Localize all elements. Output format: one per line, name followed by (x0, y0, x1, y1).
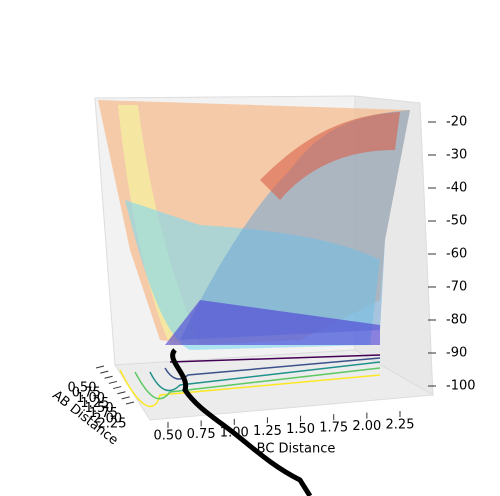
contours (119, 354, 381, 408)
z-tick-label: -60 (446, 247, 467, 262)
x-tick-label: 1.25 (80, 396, 109, 411)
x-tick-label: 1.50 (85, 401, 114, 416)
x-tick-label: 1.75 (89, 406, 118, 421)
y-tick-label: 1.00 (220, 425, 249, 440)
y-tick-label: 1.25 (253, 424, 282, 439)
z-tick-label: -100 (446, 379, 476, 394)
x-tick (100, 370, 109, 374)
y-tick-label: 2.00 (352, 419, 381, 434)
z-tick-label: -80 (446, 313, 467, 328)
x-tick (121, 396, 130, 400)
y-axis-label: BC Distance (257, 442, 336, 457)
surface-ridge (180, 110, 410, 340)
x-tick-label: 0.50 (68, 381, 97, 396)
z-tick-label: -90 (446, 346, 467, 361)
x-tick-label: 2.25 (98, 417, 127, 432)
trajectory (170, 348, 313, 496)
x-tick-label: 2.00 (93, 411, 122, 426)
y-tick-label: 0.50 (154, 429, 183, 444)
x-tick (117, 391, 126, 395)
z-tick-label: -30 (446, 148, 467, 163)
y-tick-label: 1.75 (319, 421, 348, 436)
surface-floor (165, 300, 380, 345)
z-tick-label: -70 (446, 280, 467, 295)
y-tick-label: 2.25 (386, 418, 415, 433)
x-tick-label: 0.75 (72, 386, 101, 401)
surface-ridge-top (260, 112, 400, 200)
z-tick-label: -40 (446, 181, 467, 196)
x-tick (104, 375, 113, 379)
x-tick (95, 365, 105, 369)
x-tick (108, 380, 117, 384)
y-tick-label: 1.50 (286, 422, 315, 437)
x-tick-label: 1.00 (76, 391, 105, 406)
x-tick (125, 401, 135, 405)
z-tick-label: -20 (446, 115, 467, 130)
x-tick (113, 386, 122, 390)
y-tick-label: 0.75 (187, 427, 216, 442)
z-tick-label: -50 (446, 214, 467, 229)
